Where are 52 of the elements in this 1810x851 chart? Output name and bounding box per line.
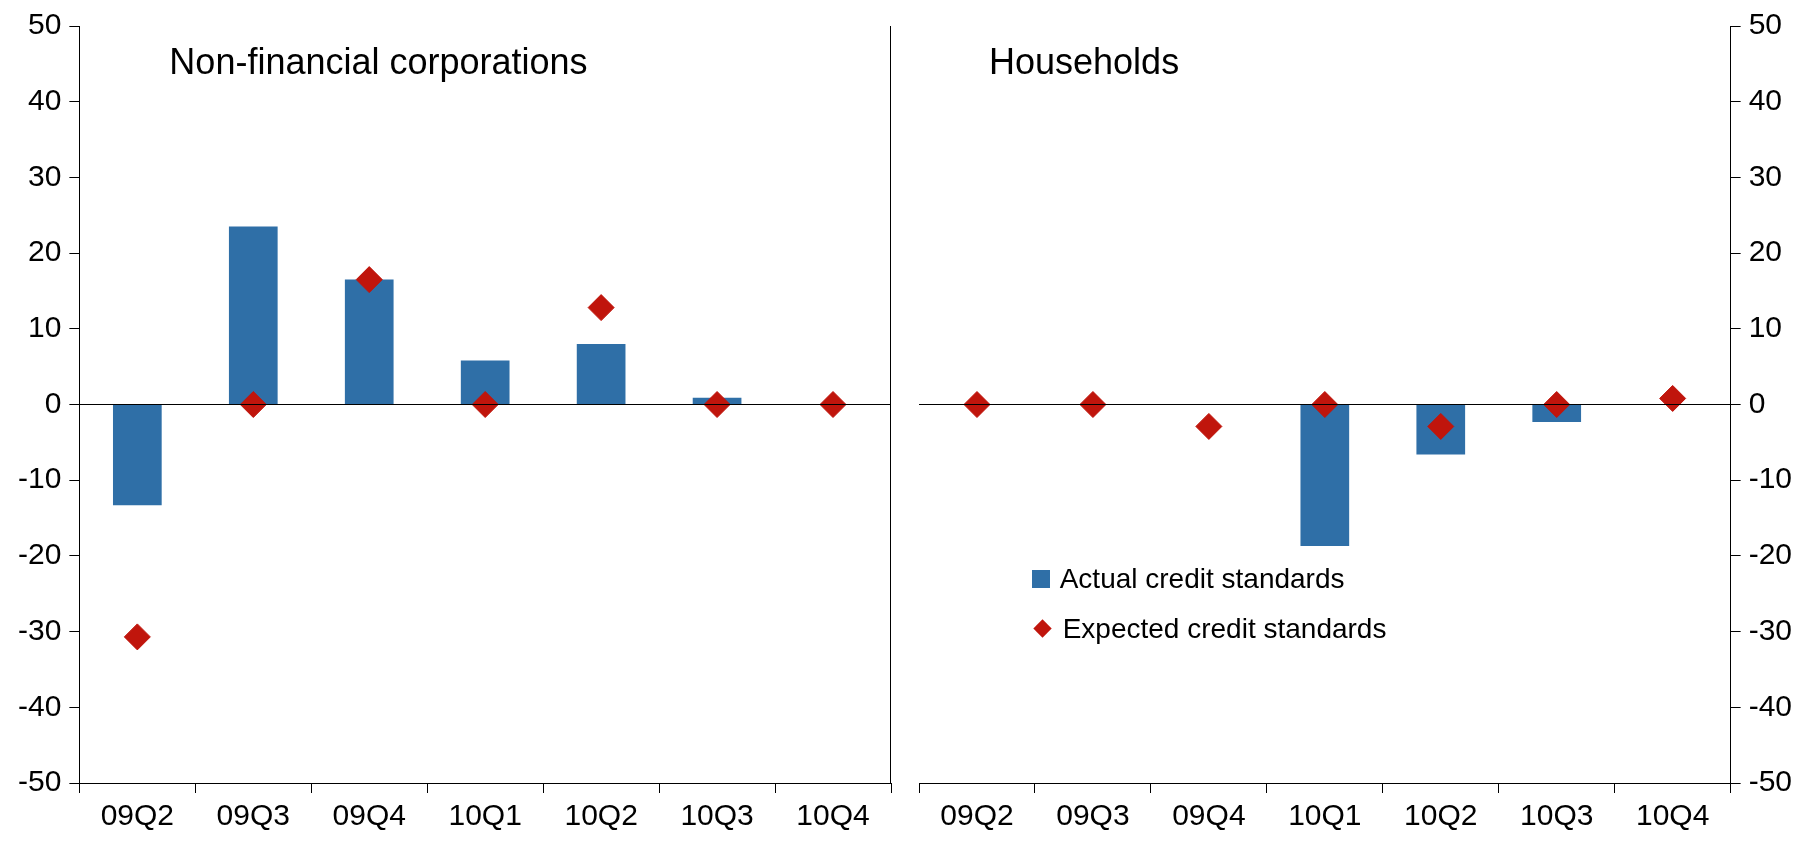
chart-title: Households bbox=[989, 40, 1180, 82]
bar bbox=[576, 343, 626, 404]
x-tick-label: 09Q3 bbox=[1056, 798, 1130, 832]
y-tick-label: -30 bbox=[18, 612, 62, 646]
x-tick-label: 10Q4 bbox=[1635, 798, 1710, 832]
y-tick-label: 40 bbox=[27, 82, 62, 116]
y-tick-label: -10 bbox=[1748, 461, 1792, 495]
y-tick-label: 10 bbox=[1748, 310, 1783, 344]
y-tick-label: -30 bbox=[1748, 612, 1792, 646]
y-tick-label: 30 bbox=[1748, 158, 1783, 192]
point bbox=[123, 623, 151, 651]
point bbox=[239, 391, 267, 418]
legend-label: Actual credit standards bbox=[1059, 562, 1345, 595]
y-tick-label: -40 bbox=[18, 688, 62, 722]
y-tick-label: 0 bbox=[1748, 385, 1766, 419]
y-tick-label: 10 bbox=[27, 310, 62, 344]
x-tick-label: 10Q3 bbox=[1520, 798, 1594, 832]
y-tick-label: 50 bbox=[1748, 7, 1783, 41]
y-tick-label: 20 bbox=[27, 234, 62, 268]
x-tick-label: 10Q1 bbox=[448, 798, 522, 832]
x-tick-label: 10Q1 bbox=[1288, 798, 1362, 832]
bar bbox=[228, 226, 278, 404]
point bbox=[703, 391, 731, 418]
x-tick-label: 09Q2 bbox=[100, 798, 175, 832]
y-tick-label: -50 bbox=[1748, 764, 1792, 798]
x-tick-label: 10Q2 bbox=[1404, 798, 1478, 832]
legend-label: Expected credit standards bbox=[1062, 612, 1387, 645]
point bbox=[819, 391, 847, 418]
y-tick-label: 20 bbox=[1748, 234, 1783, 268]
x-tick-label: 09Q4 bbox=[1172, 798, 1246, 832]
y-tick-label: 30 bbox=[27, 158, 62, 192]
x-tick-label: 09Q4 bbox=[332, 798, 406, 832]
x-tick-label: 09Q3 bbox=[216, 798, 290, 832]
y-tick-label: 50 bbox=[27, 7, 62, 41]
y-tick-label: 40 bbox=[1748, 82, 1783, 116]
point bbox=[587, 294, 615, 322]
x-tick-label: 10Q4 bbox=[796, 798, 870, 832]
y-tick-label: -10 bbox=[18, 461, 62, 495]
y-tick-label: -20 bbox=[1748, 537, 1792, 571]
y-tick-label: -40 bbox=[1748, 688, 1792, 722]
point bbox=[471, 391, 499, 418]
y-tick-label: -50 bbox=[18, 764, 62, 798]
y-tick-label: 0 bbox=[44, 385, 62, 419]
x-tick-label: 10Q3 bbox=[680, 798, 754, 832]
chart-title: Non-financial corporations bbox=[169, 40, 588, 82]
point bbox=[355, 266, 383, 294]
bar bbox=[344, 279, 394, 404]
bar bbox=[112, 405, 162, 506]
x-tick-label: 10Q2 bbox=[564, 798, 638, 832]
y-tick-label: -20 bbox=[18, 537, 62, 571]
bar bbox=[460, 360, 510, 404]
x-tick-label: 09Q2 bbox=[940, 798, 1014, 832]
